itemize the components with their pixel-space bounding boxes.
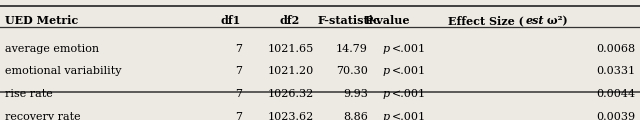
Text: df2: df2 [279,15,300,27]
Text: Effect Size (: Effect Size ( [448,15,524,27]
Text: 7: 7 [235,44,242,54]
Text: p: p [382,44,389,54]
Text: 1023.62: 1023.62 [268,112,314,120]
Text: p: p [382,112,389,120]
Text: 0.0044: 0.0044 [596,89,635,99]
Text: 7: 7 [235,112,242,120]
Text: ω²): ω²) [543,15,568,27]
Text: rise rate: rise rate [5,89,53,99]
Text: df1: df1 [220,15,241,27]
Text: recovery rate: recovery rate [5,112,81,120]
Text: <.001: <.001 [392,66,426,76]
Text: 7: 7 [235,66,242,76]
Text: UED Metric: UED Metric [5,15,78,27]
Text: 9.93: 9.93 [343,89,368,99]
Text: 0.0331: 0.0331 [596,66,635,76]
Text: F-statistic: F-statistic [317,15,380,27]
Text: <.001: <.001 [392,89,426,99]
Text: est: est [525,15,544,27]
Text: average emotion: average emotion [5,44,99,54]
Text: p: p [382,66,389,76]
Text: 1021.20: 1021.20 [268,66,314,76]
Text: 1026.32: 1026.32 [268,89,314,99]
Text: <.001: <.001 [392,44,426,54]
Text: 0.0068: 0.0068 [596,44,635,54]
Text: 14.79: 14.79 [336,44,368,54]
Text: 7: 7 [235,89,242,99]
Text: 8.86: 8.86 [343,112,368,120]
Text: 1021.65: 1021.65 [268,44,314,54]
Text: P-value: P-value [364,15,410,27]
Text: p: p [382,89,389,99]
Text: emotional variability: emotional variability [5,66,122,76]
Text: 0.0039: 0.0039 [596,112,635,120]
Text: 70.30: 70.30 [336,66,368,76]
Text: <.001: <.001 [392,112,426,120]
